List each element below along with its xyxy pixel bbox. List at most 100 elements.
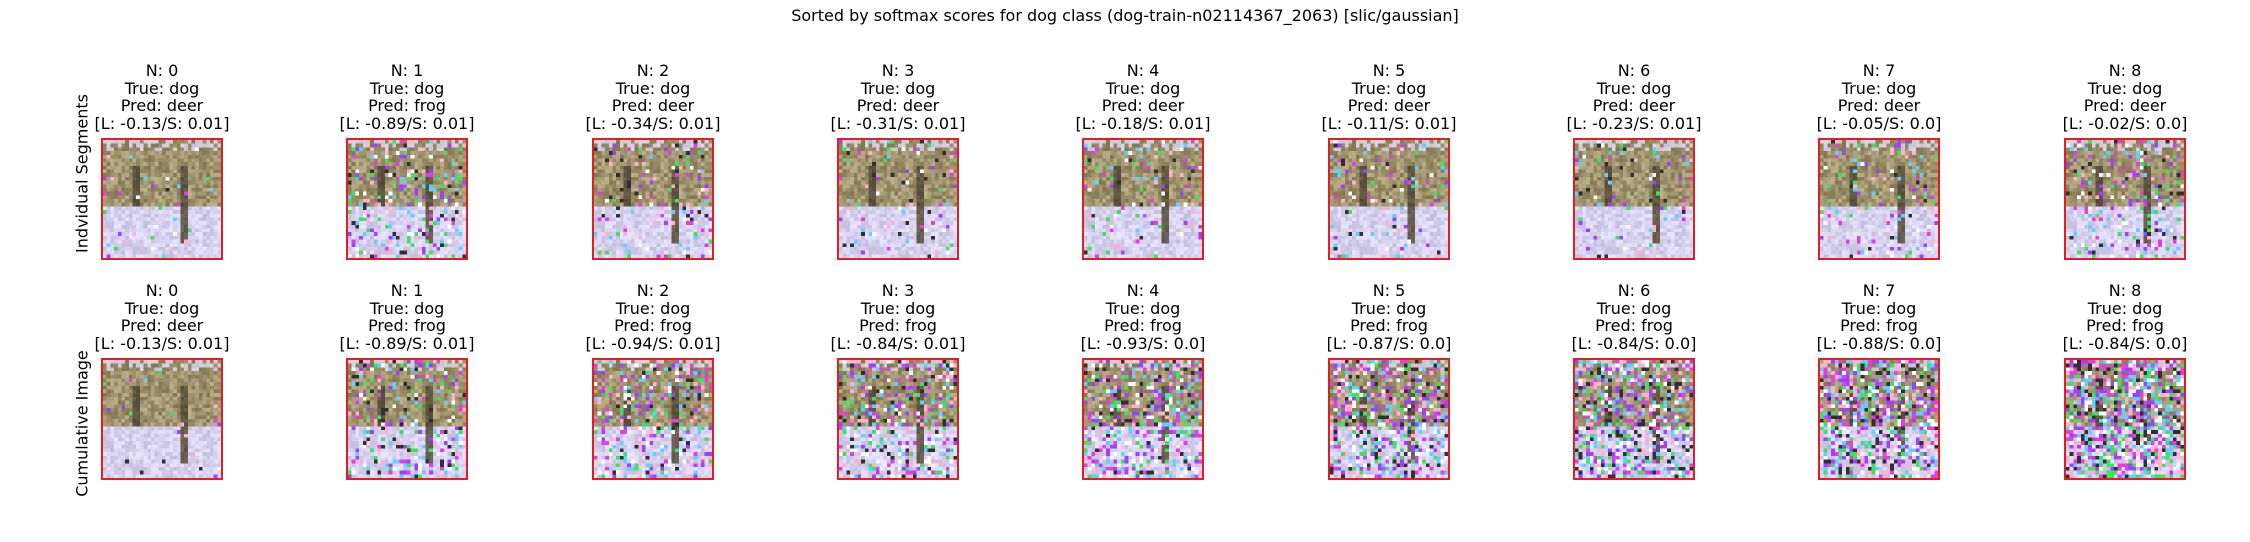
n-label: N: 5 (1269, 62, 1509, 80)
thumbnail-image (101, 358, 223, 480)
true-label: True: dog (1269, 300, 1509, 318)
pred-label: Pred: frog (287, 97, 527, 115)
n-label: N: 2 (533, 62, 773, 80)
thumbnail-image (1328, 138, 1450, 260)
score-label: [L: -0.11/S: 0.01] (1269, 115, 1509, 133)
pixel-scene (348, 140, 466, 258)
score-label: [L: -0.13/S: 0.01] (42, 335, 282, 353)
n-label: N: 1 (287, 62, 527, 80)
n-label: N: 1 (287, 282, 527, 300)
true-label: True: dog (287, 80, 527, 98)
pred-label: Pred: deer (1023, 97, 1263, 115)
score-label: [L: -0.94/S: 0.01] (533, 335, 773, 353)
thumbnail-image (1818, 138, 1940, 260)
pixel-scene (839, 140, 957, 258)
score-label: [L: -0.02/S: 0.0] (2005, 115, 2245, 133)
pred-label: Pred: frog (1514, 317, 1754, 335)
true-label: True: dog (1759, 300, 1999, 318)
pixel-scene (1330, 140, 1448, 258)
score-label: [L: -0.05/S: 0.0] (1759, 115, 1999, 133)
true-label: True: dog (533, 300, 773, 318)
n-label: N: 0 (42, 62, 282, 80)
pixel-scene (839, 360, 957, 478)
n-label: N: 7 (1759, 282, 1999, 300)
thumbnail-image (1082, 138, 1204, 260)
n-label: N: 3 (778, 62, 1018, 80)
n-label: N: 7 (1759, 62, 1999, 80)
thumbnail-image (346, 138, 468, 260)
n-label: N: 4 (1023, 62, 1263, 80)
n-label: N: 0 (42, 282, 282, 300)
pixel-scene (103, 140, 221, 258)
true-label: True: dog (778, 300, 1018, 318)
pred-label: Pred: deer (42, 317, 282, 335)
pixel-scene (1084, 360, 1202, 478)
score-label: [L: -0.88/S: 0.0] (1759, 335, 1999, 353)
pred-label: Pred: deer (1269, 97, 1509, 115)
true-label: True: dog (2005, 80, 2245, 98)
pred-label: Pred: deer (42, 97, 282, 115)
score-label: [L: -0.31/S: 0.01] (778, 115, 1018, 133)
pixel-scene (1575, 360, 1693, 478)
true-label: True: dog (1023, 300, 1263, 318)
pred-label: Pred: frog (1759, 317, 1999, 335)
pred-label: Pred: deer (778, 97, 1018, 115)
true-label: True: dog (1514, 300, 1754, 318)
pixel-scene (2066, 360, 2184, 478)
true-label: True: dog (533, 80, 773, 98)
pixel-scene (1820, 360, 1938, 478)
true-label: True: dog (778, 80, 1018, 98)
thumbnail-image (1082, 358, 1204, 480)
pred-label: Pred: deer (1514, 97, 1754, 115)
thumbnail-image (1573, 358, 1695, 480)
figure-title: Sorted by softmax scores for dog class (… (0, 6, 2250, 25)
thumbnail-image (346, 358, 468, 480)
pixel-scene (1820, 140, 1938, 258)
n-label: N: 8 (2005, 282, 2245, 300)
thumbnail-image (837, 358, 959, 480)
true-label: True: dog (42, 300, 282, 318)
true-label: True: dog (1514, 80, 1754, 98)
score-label: [L: -0.84/S: 0.0] (2005, 335, 2245, 353)
true-label: True: dog (287, 300, 527, 318)
true-label: True: dog (1759, 80, 1999, 98)
score-label: [L: -0.87/S: 0.0] (1269, 335, 1509, 353)
pred-label: Pred: deer (1759, 97, 1999, 115)
score-label: [L: -0.89/S: 0.01] (287, 335, 527, 353)
n-label: N: 5 (1269, 282, 1509, 300)
thumbnail-image (592, 138, 714, 260)
pred-label: Pred: frog (778, 317, 1018, 335)
thumbnail-image (1328, 358, 1450, 480)
n-label: N: 6 (1514, 282, 1754, 300)
pixel-scene (1084, 140, 1202, 258)
thumbnail-image (1573, 138, 1695, 260)
thumbnail-image (837, 138, 959, 260)
thumbnail-image (101, 138, 223, 260)
score-label: [L: -0.89/S: 0.01] (287, 115, 527, 133)
pixel-scene (348, 360, 466, 478)
pred-label: Pred: frog (1023, 317, 1263, 335)
true-label: True: dog (2005, 300, 2245, 318)
pixel-scene (594, 140, 712, 258)
score-label: [L: -0.84/S: 0.01] (778, 335, 1018, 353)
